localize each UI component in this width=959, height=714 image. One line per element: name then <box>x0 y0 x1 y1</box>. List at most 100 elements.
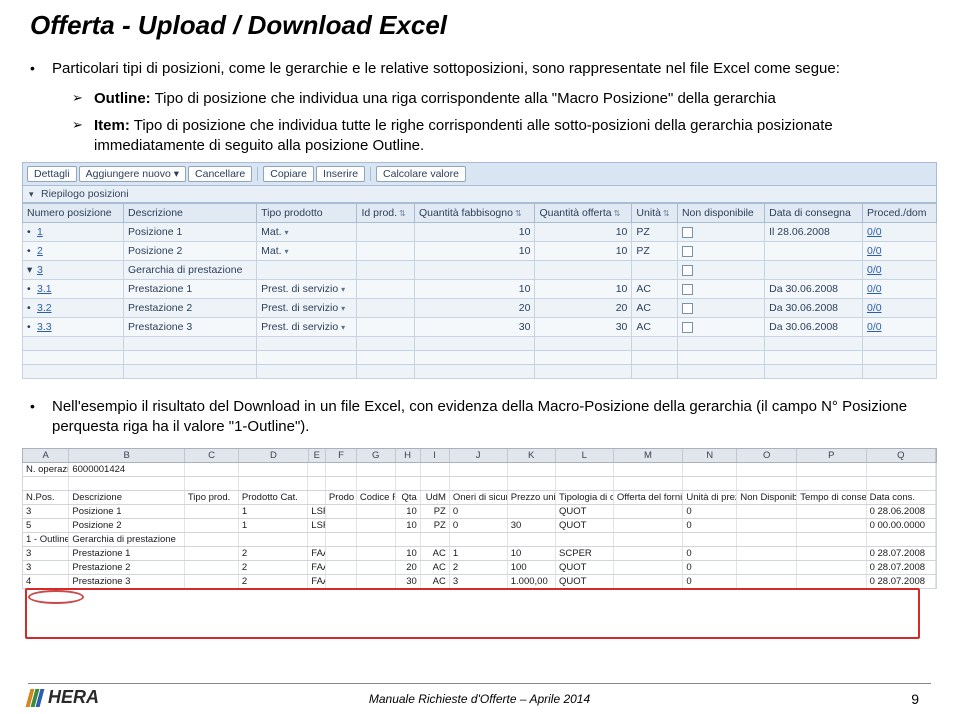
cell <box>414 261 535 280</box>
grid-toolbar: Dettagli Aggiungere nuovo ▾ Cancellare C… <box>22 162 937 186</box>
cell <box>765 261 863 280</box>
excel-cell: 3 <box>23 561 69 574</box>
cell <box>632 261 678 280</box>
excel-cell <box>683 463 737 476</box>
excel-cell: 1 <box>450 547 508 560</box>
excel-cell <box>737 575 797 588</box>
btn-aggiungere[interactable]: Aggiungere nuovo ▾ <box>79 166 186 182</box>
th-num[interactable]: Numero posizione <box>23 204 124 223</box>
excel-screenshot: ABCDEFGHIJKLMNOPQ N. operazion6000001424… <box>22 448 937 589</box>
cell: 30 <box>535 318 632 337</box>
excel-cell <box>357 575 396 588</box>
cell: Il 28.06.2008 <box>765 223 863 242</box>
th-off[interactable]: Quantità offerta⇅ <box>535 204 632 223</box>
btn-calcolare[interactable]: Calcolare valore <box>376 166 466 182</box>
th-desc[interactable]: Descrizione <box>124 204 257 223</box>
table-row[interactable]: • 3.3Prestazione 3Prest. di servizio ▾30… <box>23 318 937 337</box>
excel-cell <box>23 477 69 490</box>
excel-col: F <box>326 449 357 462</box>
excel-cell: QUOT <box>556 505 614 518</box>
bullet-second: • Nell'esempio il risultato del Download… <box>30 397 929 438</box>
table-row[interactable]: • 3.2Prestazione 2Prest. di servizio ▾20… <box>23 299 937 318</box>
cell: Gerarchia di prestazione <box>124 261 257 280</box>
th-proc[interactable]: Proced./dom <box>862 204 936 223</box>
excel-col: L <box>556 449 614 462</box>
btn-dettagli[interactable]: Dettagli <box>27 166 77 182</box>
excel-cell <box>326 561 357 574</box>
excel-cell <box>508 477 556 490</box>
excel-cell: Tipologia di of <box>556 491 614 504</box>
excel-col: N <box>683 449 737 462</box>
cell: 0/0 <box>862 223 936 242</box>
th-tipo[interactable]: Tipo prodotto <box>257 204 357 223</box>
excel-cell: FAAS0001 <box>308 575 326 588</box>
intro-text: Particolari tipi di posizioni, come le g… <box>52 59 840 79</box>
sort-icon: ⇅ <box>515 209 522 218</box>
cell <box>357 261 415 280</box>
excel-cell <box>797 505 866 518</box>
excel-cell <box>185 519 239 532</box>
excel-cell: 30 <box>396 575 421 588</box>
table-row[interactable]: • 2Posizione 2Mat. ▾1010PZ0/0 <box>23 242 937 261</box>
excel-cell <box>396 533 421 546</box>
excel-cell <box>308 533 326 546</box>
pad-row <box>23 365 937 379</box>
btn-cancellare[interactable]: Cancellare <box>188 166 252 182</box>
chevron-down-icon[interactable]: ▾ <box>29 189 41 200</box>
excel-cell: 3 <box>23 547 69 560</box>
btn-copiare[interactable]: Copiare <box>263 166 314 182</box>
excel-cell: 0 <box>683 519 737 532</box>
excel-cell <box>867 533 936 546</box>
th-data[interactable]: Data di consegna <box>765 204 863 223</box>
excel-cell: Non Disponibile <box>737 491 797 504</box>
excel-col: Q <box>867 449 936 462</box>
excel-cell <box>614 505 683 518</box>
excel-cell: LSRE0004 <box>308 505 326 518</box>
excel-cell: 2 <box>239 547 308 560</box>
th-unit[interactable]: Unità⇅ <box>632 204 678 223</box>
cell: Posizione 1 <box>124 223 257 242</box>
highlight-box <box>25 588 920 639</box>
excel-cell <box>556 533 614 546</box>
th-nd[interactable]: Non disponibile <box>677 204 764 223</box>
table-row[interactable]: • 3.1Prestazione 1Prest. di servizio ▾10… <box>23 280 937 299</box>
page-number: 9 <box>911 691 919 707</box>
btn-inserire[interactable]: Inserire <box>316 166 365 182</box>
footer-text: Manuale Richieste d'Offerte – Aprile 201… <box>369 692 590 706</box>
th-fab[interactable]: Quantità fabbisogno⇅ <box>414 204 535 223</box>
grid-subtitle: ▾ Riepilogo posizioni <box>22 186 937 203</box>
table-row[interactable]: ▾3Gerarchia di prestazione 0/0 <box>23 261 937 280</box>
excel-cell: Prezzo uni <box>508 491 556 504</box>
excel-cell: Data cons. <box>867 491 936 504</box>
excel-data-row: 3Prestazione 12FAAS000110AC110SCPER00 28… <box>22 547 937 561</box>
excel-cell: 1 <box>239 505 308 518</box>
cell <box>357 318 415 337</box>
bullet-sub-outline: ➢ Outline: Tipo di posizione che individ… <box>72 89 929 109</box>
excel-cell <box>508 533 556 546</box>
excel-cell <box>326 533 357 546</box>
sort-icon: ⇅ <box>399 209 406 218</box>
cell: Mat. ▾ <box>257 242 357 261</box>
excel-cell: PZ <box>421 505 450 518</box>
cell: Da 30.06.2008 <box>765 318 863 337</box>
excel-cell <box>797 519 866 532</box>
excel-cell: AC <box>421 575 450 588</box>
excel-col: E <box>309 449 326 462</box>
excel-cell: 1 <box>239 519 308 532</box>
th-id[interactable]: Id prod.⇅ <box>357 204 415 223</box>
cell: 30 <box>414 318 535 337</box>
cell: • 3.1 <box>23 280 124 299</box>
highlight-oval <box>28 590 84 604</box>
cell: Posizione 2 <box>124 242 257 261</box>
excel-cell: 10 <box>396 519 421 532</box>
excel-cell <box>614 547 683 560</box>
table-row[interactable]: • 1Posizione 1Mat. ▾1010PZIl 28.06.20080… <box>23 223 937 242</box>
excel-cell <box>737 519 797 532</box>
excel-cell <box>357 533 396 546</box>
excel-cell <box>239 463 308 476</box>
excel-cell: Posizione 2 <box>69 519 184 532</box>
cell: Da 30.06.2008 <box>765 299 863 318</box>
excel-cell <box>326 575 357 588</box>
cell: Prestazione 3 <box>124 318 257 337</box>
sort-icon: ⇅ <box>663 209 670 218</box>
